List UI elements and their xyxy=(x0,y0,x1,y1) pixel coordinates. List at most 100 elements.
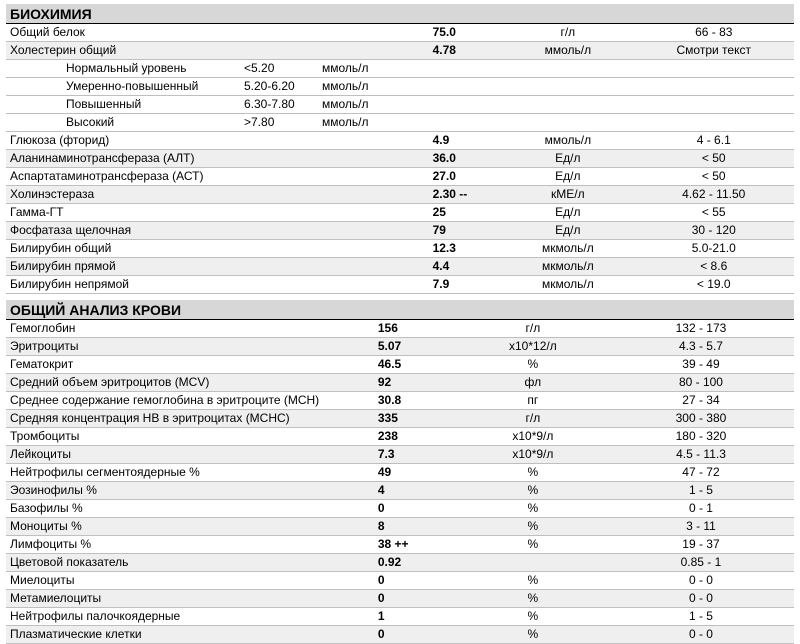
analyte-reference: 47 - 72 xyxy=(608,464,794,482)
analyte-name: Нейтрофилы палочкоядерные xyxy=(6,608,374,626)
analyte-name: Глюкоза (фторид) xyxy=(6,132,429,150)
analyte-reference: 300 - 380 xyxy=(608,410,794,428)
analyte-name: Общий белок xyxy=(6,24,429,42)
analyte-reference: < 50 xyxy=(633,150,794,168)
analyte-value: 30.8 xyxy=(374,392,458,410)
reference-note-label: Нормальный уровень xyxy=(66,61,236,76)
analyte-name: Среднее содержание гемоглобина в эритроц… xyxy=(6,392,374,410)
analyte-name: Фосфатаза щелочная xyxy=(6,222,429,240)
analyte-name: Гемоглобин xyxy=(6,320,374,338)
analyte-name: Цветовой показатель xyxy=(6,554,374,572)
analyte-reference: 80 - 100 xyxy=(608,374,794,392)
analyte-value: 36.0 xyxy=(429,150,503,168)
reference-note-unit: ммоль/л xyxy=(322,79,369,94)
table-row: Холестерин общий4.78ммоль/лСмотри текст xyxy=(6,42,794,60)
table-row: Метамиелоциты0%0 - 0 xyxy=(6,590,794,608)
analyte-reference: 4.62 - 11.50 xyxy=(633,186,794,204)
analyte-unit: Ед/л xyxy=(502,204,633,222)
table-row: Моноциты %8%3 - 11 xyxy=(6,518,794,536)
analyte-value: 5.07 xyxy=(374,338,458,356)
table-row: Гемоглобин156г/л132 - 173 xyxy=(6,320,794,338)
analyte-name: Билирубин общий xyxy=(6,240,429,258)
analyte-unit: % xyxy=(458,590,608,608)
table-row: Аланинаминотрансфераза (АЛТ)36.0Ед/л< 50 xyxy=(6,150,794,168)
analyte-unit: г/л xyxy=(458,320,608,338)
analyte-value: 2.30 -- xyxy=(429,186,503,204)
analyte-value: 12.3 xyxy=(429,240,503,258)
analyte-reference: 19 - 37 xyxy=(608,536,794,554)
table-row: Эозинофилы %4%1 - 5 xyxy=(6,482,794,500)
lab-report: БИОХИМИЯ Общий белок75.0г/л66 - 83Холест… xyxy=(0,0,800,644)
empty-cell xyxy=(502,96,633,114)
analyte-unit: ммоль/л xyxy=(502,42,633,60)
analyte-value: 8 xyxy=(374,518,458,536)
reference-note-row: Умеренно-повышенный5.20-6.20ммоль/л xyxy=(6,78,794,96)
table-row: Холинэстераза2.30 --кМЕ/л4.62 - 11.50 xyxy=(6,186,794,204)
table-row: Глюкоза (фторид)4.9ммоль/л4 - 6.1 xyxy=(6,132,794,150)
analyte-reference: < 55 xyxy=(633,204,794,222)
analyte-unit: x10*9/л xyxy=(458,428,608,446)
analyte-value: 46.5 xyxy=(374,356,458,374)
analyte-name: Билирубин непрямой xyxy=(6,276,429,294)
analyte-name: Метамиелоциты xyxy=(6,590,374,608)
analyte-reference: 3 - 11 xyxy=(608,518,794,536)
empty-cell xyxy=(633,114,794,132)
analyte-unit: Ед/л xyxy=(502,168,633,186)
analyte-reference: 180 - 320 xyxy=(608,428,794,446)
table-row: Общий белок75.0г/л66 - 83 xyxy=(6,24,794,42)
reference-note-label: Высокий xyxy=(66,115,236,130)
reference-note-range: 5.20-6.20 xyxy=(244,79,314,94)
analyte-reference: 1 - 5 xyxy=(608,482,794,500)
reference-note: Повышенный6.30-7.80ммоль/л xyxy=(6,96,429,114)
analyte-name: Лимфоциты % xyxy=(6,536,374,554)
section-header-cbc: ОБЩИЙ АНАЛИЗ КРОВИ xyxy=(6,300,794,320)
analyte-value: 4.78 xyxy=(429,42,503,60)
analyte-value: 0.92 xyxy=(374,554,458,572)
reference-note-range: >7.80 xyxy=(244,115,314,130)
analyte-unit: г/л xyxy=(458,410,608,428)
analyte-name: Холестерин общий xyxy=(6,42,429,60)
table-row: Билирубин прямой4.4мкмоль/л< 8.6 xyxy=(6,258,794,276)
reference-note: Высокий >7.80 ммоль/л xyxy=(6,114,429,132)
analyte-unit: г/л xyxy=(502,24,633,42)
reference-note-range: <5.20 xyxy=(244,61,314,76)
empty-cell xyxy=(429,96,503,114)
analyte-name: Нейтрофилы сегментоядерные % xyxy=(6,464,374,482)
analyte-name: Гематокрит xyxy=(6,356,374,374)
analyte-unit: x10*9/л xyxy=(458,446,608,464)
analyte-unit: кМЕ/л xyxy=(502,186,633,204)
analyte-unit: мкмоль/л xyxy=(502,258,633,276)
analyte-name: Средний объем эритроцитов (MCV) xyxy=(6,374,374,392)
reference-note-unit: ммоль/л xyxy=(322,115,369,130)
analyte-unit: мкмоль/л xyxy=(502,240,633,258)
analyte-value: 49 xyxy=(374,464,458,482)
analyte-value: 0 xyxy=(374,590,458,608)
analyte-reference: 4.5 - 11.3 xyxy=(608,446,794,464)
analyte-unit xyxy=(458,554,608,572)
analyte-value: 75.0 xyxy=(429,24,503,42)
analyte-reference: 30 - 120 xyxy=(633,222,794,240)
analyte-value: 7.9 xyxy=(429,276,503,294)
analyte-value: 7.3 xyxy=(374,446,458,464)
analyte-unit: % xyxy=(458,482,608,500)
analyte-unit: % xyxy=(458,536,608,554)
analyte-value: 38 ++ xyxy=(374,536,458,554)
analyte-name: Холинэстераза xyxy=(6,186,429,204)
analyte-unit: Ед/л xyxy=(502,222,633,240)
table-row: Гематокрит46.5%39 - 49 xyxy=(6,356,794,374)
analyte-reference: < 19.0 xyxy=(633,276,794,294)
analyte-reference: 132 - 173 xyxy=(608,320,794,338)
analyte-value: 0 xyxy=(374,572,458,590)
table-row: Базофилы %0%0 - 1 xyxy=(6,500,794,518)
reference-note-row: Высокий >7.80 ммоль/л xyxy=(6,114,794,132)
analyte-unit: % xyxy=(458,500,608,518)
empty-cell xyxy=(429,114,503,132)
table-cbc: Гемоглобин156г/л132 - 173Эритроциты5.07x… xyxy=(6,320,794,644)
analyte-value: 4 xyxy=(374,482,458,500)
analyte-value: 4.9 xyxy=(429,132,503,150)
section-header-biochem: БИОХИМИЯ xyxy=(6,4,794,24)
table-row: Эритроциты5.07x10*12/л4.3 - 5.7 xyxy=(6,338,794,356)
reference-note-label: Повышенный xyxy=(66,97,236,112)
analyte-value: 4.4 xyxy=(429,258,503,276)
analyte-reference: 4.3 - 5.7 xyxy=(608,338,794,356)
